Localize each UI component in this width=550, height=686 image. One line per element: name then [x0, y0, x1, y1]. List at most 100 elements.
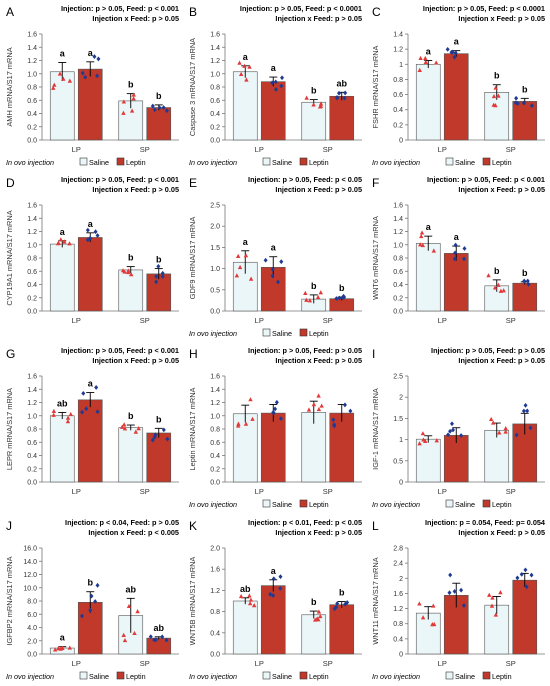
data-point-diamond	[522, 278, 527, 284]
significance-letter: a	[60, 48, 66, 58]
x-tick-label: SP	[140, 659, 150, 668]
y-tick-label: 1.2	[210, 588, 220, 595]
data-point-diamond	[521, 408, 526, 414]
data-point-diamond	[278, 574, 283, 580]
data-point-triangle	[318, 290, 323, 295]
legend-swatch-saline	[445, 157, 454, 166]
data-point-triangle	[243, 253, 249, 258]
bar	[146, 273, 172, 312]
data-point-diamond	[515, 575, 520, 581]
data-point-triangle	[497, 430, 502, 435]
stats-text: Injection x Feed: p > 0.05	[458, 14, 545, 23]
data-point-diamond	[152, 107, 157, 113]
legend-title: In ovo injection	[189, 158, 237, 167]
x-tick-label: LP	[255, 487, 264, 496]
legend-swatch-saline	[262, 157, 271, 166]
significance-letter: a	[88, 48, 94, 58]
y-tick-label: 0.8	[27, 256, 37, 263]
y-tick-label: 2	[399, 576, 403, 583]
data-point-diamond	[514, 95, 519, 101]
data-point-diamond	[273, 406, 278, 412]
data-point-diamond	[150, 103, 155, 109]
data-point-diamond	[525, 408, 530, 414]
significance-letter: ab	[153, 623, 164, 633]
y-tick-label: 1.4	[27, 216, 37, 223]
data-point-triangle	[420, 615, 426, 620]
data-point-triangle	[67, 78, 73, 83]
data-point-triangle	[319, 403, 324, 408]
significance-letter: b	[339, 283, 345, 293]
significance-letter: ab	[336, 78, 347, 88]
stats-text: Injection x Feed: p > 0.05	[92, 356, 179, 365]
y-tick-label: 14.0	[23, 559, 37, 566]
data-point-diamond	[164, 108, 169, 114]
y-tick-label: 1.2	[210, 58, 220, 65]
y-tick-label: 1.6	[210, 32, 220, 39]
data-point-diamond	[150, 437, 155, 443]
panel-letter: B	[189, 5, 197, 19]
data-point-diamond	[343, 601, 348, 607]
y-tick-label: 1.0	[210, 71, 220, 78]
y-tick-label: 2.0	[210, 546, 220, 553]
y-tick-label: 0.8	[393, 77, 403, 84]
y-tick-label: 1.4	[393, 216, 403, 223]
significance-letter: b	[311, 281, 317, 291]
x-tick-label: SP	[140, 316, 150, 325]
data-point-triangle	[501, 288, 506, 293]
data-point-triangle	[237, 264, 243, 270]
legend-label-saline: Saline	[272, 158, 292, 167]
bar	[49, 243, 75, 312]
data-point-triangle	[129, 108, 135, 113]
y-tick-label: 8.0	[27, 599, 37, 606]
chart-svg: D Injection: p > 0.05, Feed: p < 0.001Inj…	[5, 175, 179, 325]
data-point-diamond	[519, 571, 524, 577]
data-point-diamond	[95, 73, 100, 79]
data-point-diamond	[271, 593, 276, 598]
data-point-diamond	[523, 567, 528, 573]
data-point-triangle	[235, 423, 241, 428]
x-tick-label: LP	[438, 316, 447, 325]
data-point-triangle	[434, 438, 439, 443]
y-tick-label: 2.5	[210, 203, 220, 210]
data-point-triangle	[493, 103, 498, 108]
bar	[49, 415, 75, 483]
stats-text: Injection x Feed: p > 0.05	[92, 14, 179, 23]
y-tick-label: 0.2	[393, 295, 403, 302]
data-point-diamond	[161, 105, 166, 110]
y-tick-label: 0.0	[27, 652, 37, 659]
significance-letter: b	[522, 84, 528, 94]
y-tick-label: 1.2	[393, 229, 403, 236]
stats-text: Injection: p > 0.05, Feed: p < 0.0001	[423, 4, 545, 13]
data-point-triangle	[65, 419, 71, 424]
y-tick-label: 12.0	[23, 572, 37, 579]
y-tick-label: 0.6	[27, 98, 37, 105]
data-point-diamond	[154, 274, 159, 279]
data-point-triangle	[493, 85, 498, 90]
y-tick-label: 1.0	[210, 266, 220, 273]
data-point-diamond	[279, 259, 284, 265]
data-point-triangle	[418, 55, 423, 61]
data-point-triangle	[419, 233, 424, 239]
data-point-diamond	[337, 90, 342, 96]
x-tick-label: SP	[506, 316, 516, 325]
stats-text: Injection x Feed: p > 0.05	[92, 185, 179, 194]
data-point-triangle	[418, 242, 423, 247]
data-point-diamond	[165, 436, 170, 442]
x-tick-label: LP	[255, 316, 264, 325]
y-tick-label: 0.2	[393, 122, 403, 129]
bar	[146, 107, 172, 141]
data-point-diamond	[89, 593, 94, 599]
chart-panel-c: C Injection: p > 0.05, Feed: p < 0.0001 In…	[366, 0, 549, 171]
significance-letter: a	[243, 237, 249, 247]
stats-text: Injection x Feed: p > 0.05	[275, 528, 362, 537]
data-point-diamond	[331, 417, 336, 423]
stats-text: Injection: p > 0.05, Feed: p < 0.0001	[240, 4, 362, 13]
data-point-diamond	[160, 274, 165, 279]
x-tick-label: SP	[323, 487, 333, 496]
y-tick-label: 0.0	[393, 309, 403, 316]
y-tick-label: 0.4	[393, 282, 403, 289]
y-tick-label: 0.6	[393, 92, 403, 99]
x-tick-label: SP	[323, 659, 333, 668]
y-tick-label: 0.6	[210, 98, 220, 105]
data-point-diamond	[279, 83, 284, 89]
